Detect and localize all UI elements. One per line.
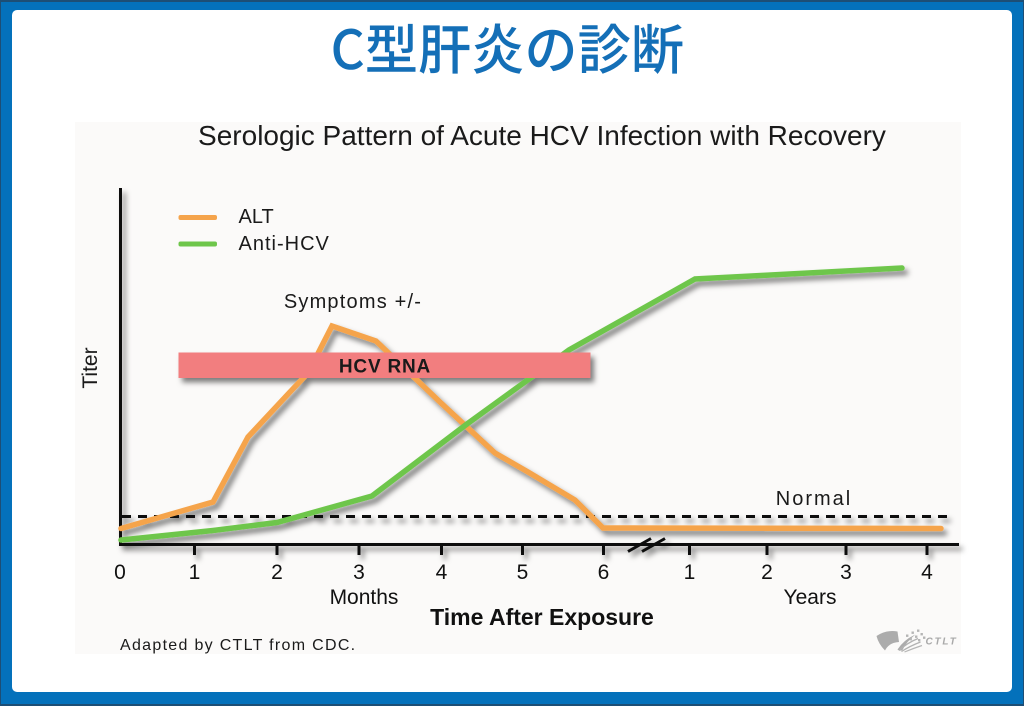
svg-text:Time After Exposure: Time After Exposure [430,604,654,630]
svg-text:CTLT: CTLT [926,637,958,648]
svg-text:1: 1 [684,561,696,584]
svg-text:Normal: Normal [776,488,852,510]
svg-text:6: 6 [598,561,610,584]
svg-text:5: 5 [517,561,529,584]
svg-text:HCV RNA: HCV RNA [339,357,431,378]
svg-text:Years: Years [784,586,837,609]
svg-text:3: 3 [840,561,852,584]
svg-text:Serologic Pattern of Acute HCV: Serologic Pattern of Acute HCV Infection… [198,120,886,151]
svg-text:4: 4 [436,561,448,584]
svg-text:Symptoms +/-: Symptoms +/- [284,291,422,313]
svg-text:Titer: Titer [79,347,102,388]
svg-text:0: 0 [114,561,126,584]
svg-text:Months: Months [330,586,399,609]
svg-text:Anti-HCV: Anti-HCV [239,233,330,255]
svg-text:1: 1 [189,561,201,584]
svg-text:2: 2 [761,561,773,584]
svg-text:2: 2 [271,561,283,584]
svg-text:4: 4 [921,561,933,584]
svg-text:ALT: ALT [239,206,274,228]
svg-text:Adapted by CTLT from CDC.: Adapted by CTLT from CDC. [120,637,356,654]
svg-text:3: 3 [353,561,365,584]
